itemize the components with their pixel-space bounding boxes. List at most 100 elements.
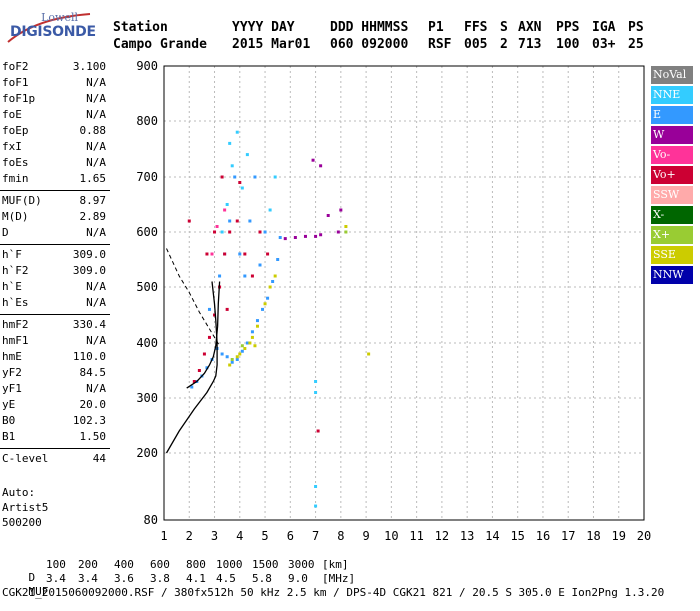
param-value: 20.0 — [79, 398, 107, 411]
data-point-e — [230, 360, 234, 364]
param-row-h-f2: h`F2 309.0 — [2, 264, 108, 280]
data-point-voplus — [187, 219, 191, 223]
data-point-sse — [238, 352, 242, 356]
data-point-sse — [250, 335, 254, 339]
param-row-b1: B1 1.50 — [2, 430, 108, 446]
digisonde-logo: Lowell DIGISONDE — [6, 8, 96, 48]
param-row-h-es: h`Es N/A — [2, 296, 108, 312]
footer-muf-value: 4.5 — [216, 572, 236, 585]
data-point-nne — [273, 175, 277, 179]
y-tick-label: 200 — [136, 446, 158, 460]
footer-muf-value: 9.0 — [288, 572, 308, 585]
param-row-h-f: h`F 309.0 — [2, 248, 108, 264]
data-point-e — [207, 307, 211, 311]
data-point-e — [240, 349, 244, 353]
x-tick-label: 3 — [211, 529, 218, 543]
x-tick-label: 18 — [586, 529, 600, 543]
data-point-voplus — [250, 274, 254, 278]
param-row-fxi: fxI N/A — [2, 140, 108, 156]
data-point-sse — [263, 302, 267, 306]
param-value: N/A — [86, 92, 106, 105]
data-point-nne — [268, 208, 272, 212]
header-station-label: Station — [113, 20, 168, 35]
footer-muf-value: 3.8 — [150, 572, 170, 585]
data-point-voplus — [258, 230, 262, 234]
data-point-voplus — [243, 252, 247, 256]
data-point-nne — [225, 203, 229, 206]
data-point-e — [250, 330, 254, 334]
x-tick-label: 19 — [612, 529, 626, 543]
legend-item-ssw: SSW — [651, 186, 693, 204]
param-value: 110.0 — [72, 350, 106, 363]
param-key: h`F — [2, 248, 22, 261]
data-point-nne — [314, 504, 318, 508]
data-point-w — [314, 234, 318, 238]
param-row-hmf2: hmF2 330.4 — [2, 318, 108, 334]
footer-distance-value: 3000 — [288, 558, 315, 571]
x-tick-label: 20 — [637, 529, 651, 543]
param-row-h-e: h`E N/A — [2, 280, 108, 296]
data-point-e — [276, 258, 280, 261]
header-axn-label: AXN — [518, 20, 542, 35]
data-point-sse — [253, 344, 257, 348]
param-row-hme: hmE 110.0 — [2, 350, 108, 366]
trace-curve — [186, 281, 221, 389]
data-point-nne — [230, 164, 234, 168]
data-point-sse — [243, 347, 247, 350]
x-tick-label: 7 — [312, 529, 319, 543]
x-tick-label: 6 — [287, 529, 294, 543]
data-point-w — [319, 164, 323, 168]
data-point-e — [238, 252, 242, 256]
data-point-voplus — [266, 252, 270, 256]
legend-item-xminus: X- — [651, 206, 693, 224]
param-key: D — [2, 226, 9, 239]
param-key: hmF2 — [2, 318, 29, 331]
footer-distance-row: D 100 200 400 600 800 1000 1500 3000 [km] — [2, 558, 349, 597]
profile-curve — [165, 281, 218, 454]
data-point-xplus — [230, 358, 234, 361]
param-value: 0.88 — [79, 124, 107, 137]
param-value: 2.89 — [79, 210, 107, 223]
param-value: 84.5 — [79, 366, 107, 379]
footer-file-info: CGK21_2015060092000.RSF / 380fx512h 50 k… — [2, 586, 665, 599]
data-point-vominus — [210, 252, 214, 256]
data-point-nne — [235, 130, 239, 134]
data-point-voplus — [213, 230, 217, 234]
param-key: M(D) — [2, 210, 29, 223]
param-row-foe: foE N/A — [2, 108, 108, 124]
header-ps-label: PS — [628, 20, 644, 35]
data-point-nne — [220, 230, 224, 234]
legend-item-noval: NoVal — [651, 66, 693, 84]
x-tick-label: 2 — [186, 529, 193, 543]
footer-muf-value: [MHz] — [322, 572, 356, 585]
data-point-voplus — [316, 429, 320, 433]
param-key: h`Es — [2, 296, 29, 309]
param-row-fmin: fmin 1.65 — [2, 172, 108, 188]
param-value: N/A — [86, 140, 106, 153]
data-point-sse — [255, 324, 259, 328]
x-tick-label: 8 — [337, 529, 344, 543]
data-point-nne — [228, 141, 232, 145]
header-axn-value: 713 — [518, 37, 542, 52]
footer-distance-value: 800 — [186, 558, 206, 571]
data-point-e — [228, 219, 232, 223]
param-key: h`F2 — [2, 264, 29, 277]
footer-muf-value: 3.4 — [78, 572, 98, 585]
chart-grid — [163, 65, 645, 521]
param-separator — [0, 244, 110, 245]
chart-axes — [163, 65, 645, 521]
data-point-w — [336, 230, 340, 234]
param-key: foE — [2, 108, 22, 121]
param-key: MUF(D) — [2, 194, 42, 207]
param-key: C-level — [2, 452, 49, 465]
data-point-e — [261, 307, 265, 311]
param-key: yF2 — [2, 366, 22, 379]
data-point-e — [225, 355, 229, 359]
footer-distance-value: 1500 — [252, 558, 279, 571]
chart-tick-labels: 1 2 3 4 5 6 7 8 9 10 11 12 13 14 15 16 17 18 19 20802003004… — [136, 59, 651, 543]
param-key: h`E — [2, 280, 22, 293]
data-point-w — [326, 214, 330, 217]
param-value: N/A — [86, 280, 106, 293]
data-point-nne — [314, 485, 318, 488]
footer-distance-value: 1000 — [216, 558, 243, 571]
